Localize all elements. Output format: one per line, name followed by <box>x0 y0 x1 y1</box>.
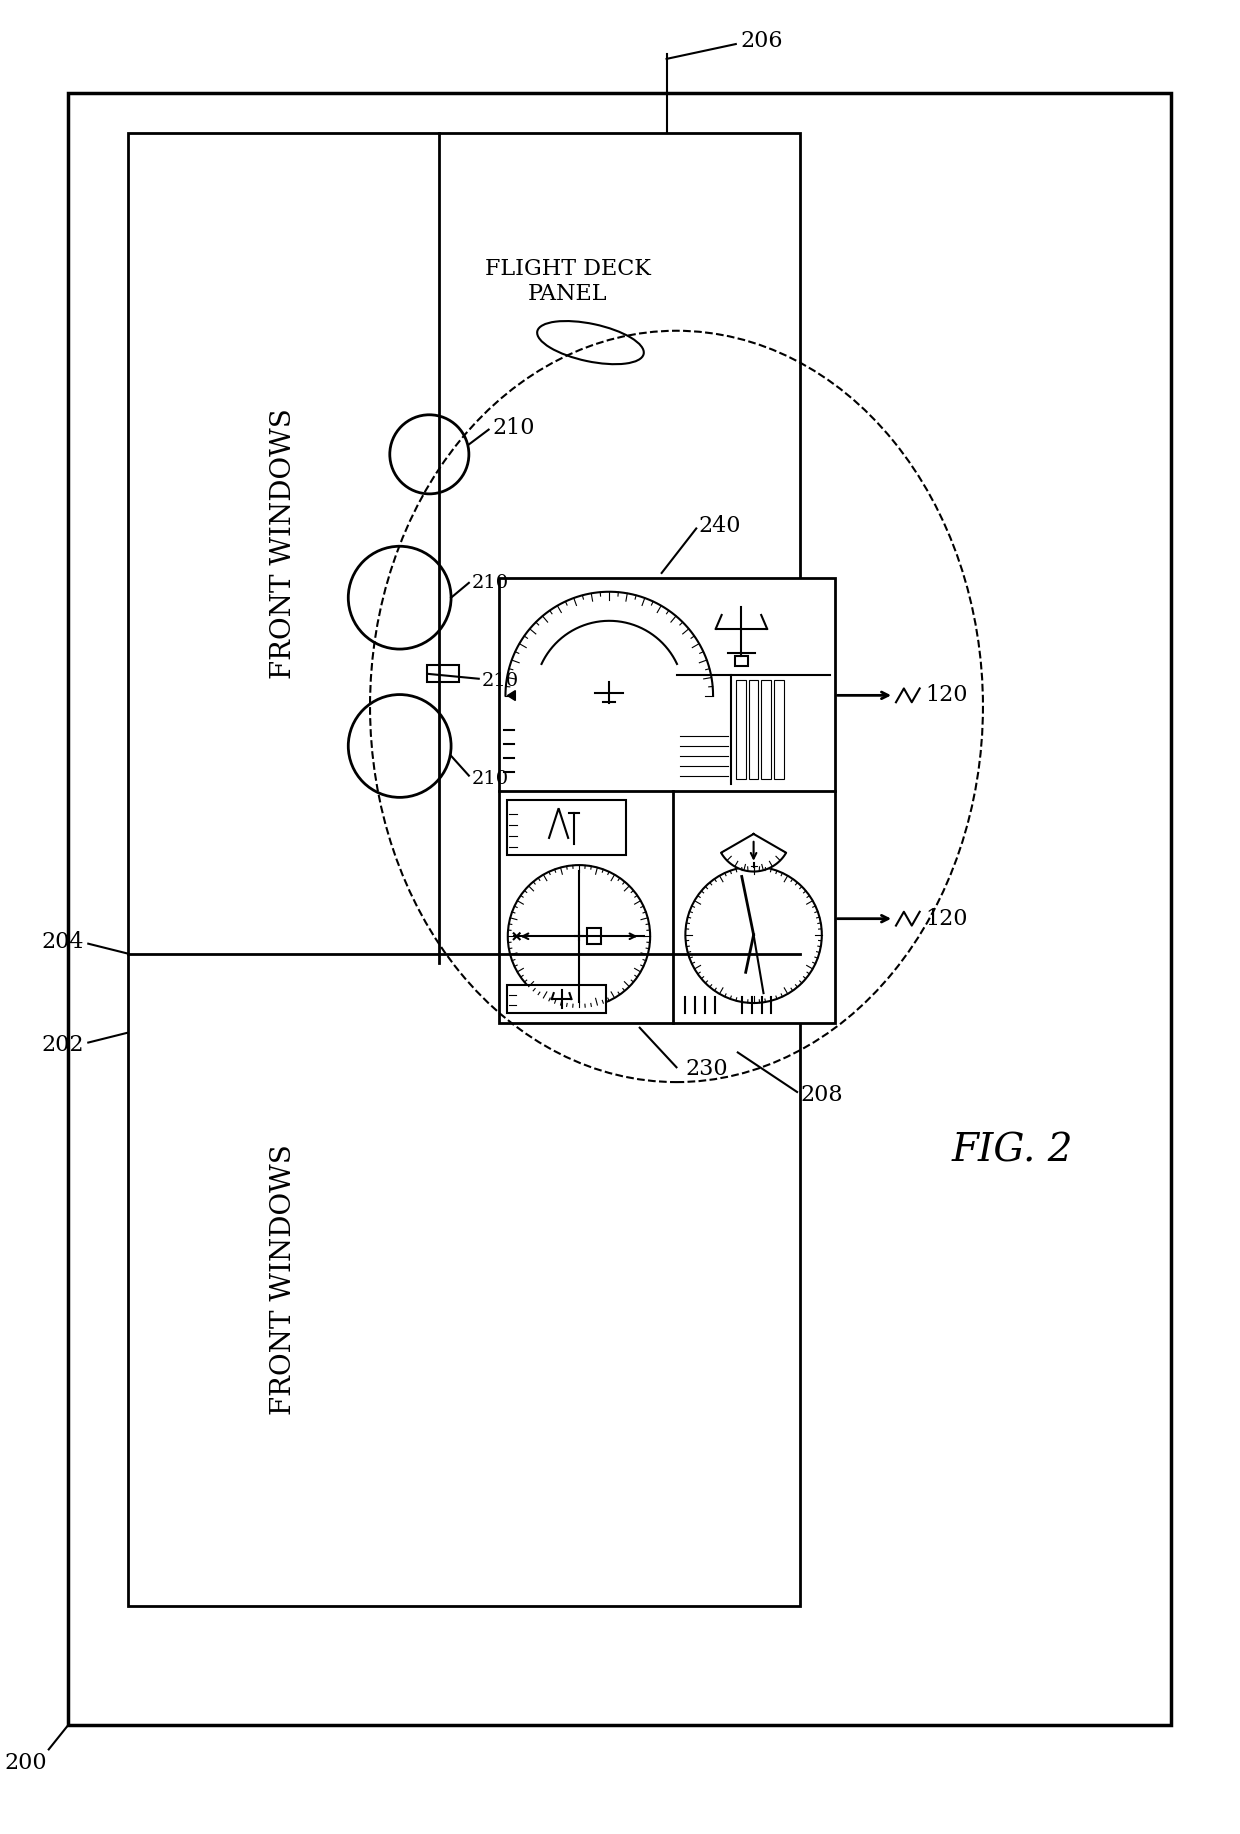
Text: 120: 120 <box>925 908 968 930</box>
Text: 120: 120 <box>925 684 968 706</box>
Bar <box>128 134 800 1607</box>
Bar <box>428 666 459 682</box>
Text: FIG. 2: FIG. 2 <box>952 1133 1074 1170</box>
Bar <box>507 985 606 1012</box>
Bar <box>68 94 1171 1724</box>
Text: 202: 202 <box>42 1034 84 1056</box>
Text: 230: 230 <box>686 1058 728 1080</box>
Text: 208: 208 <box>800 1084 843 1106</box>
Text: 210: 210 <box>472 770 508 787</box>
Polygon shape <box>722 834 786 871</box>
Text: FLIGHT DECK
PANEL: FLIGHT DECK PANEL <box>485 257 651 304</box>
Bar <box>587 928 600 945</box>
Polygon shape <box>507 691 516 701</box>
Bar <box>774 680 784 779</box>
Bar <box>749 680 759 779</box>
Text: 200: 200 <box>4 1751 47 1773</box>
Text: 206: 206 <box>740 29 784 51</box>
Text: 240: 240 <box>698 515 740 537</box>
Text: 210: 210 <box>481 671 518 690</box>
Bar <box>734 657 749 666</box>
Bar <box>735 680 745 779</box>
Bar <box>507 800 626 855</box>
Bar <box>498 578 835 1023</box>
Bar <box>761 680 771 779</box>
Text: 204: 204 <box>42 930 84 952</box>
Text: FRONT WINDOWS: FRONT WINDOWS <box>270 1144 298 1416</box>
Text: 210: 210 <box>472 574 508 592</box>
Text: 210: 210 <box>492 416 536 438</box>
Text: FRONT WINDOWS: FRONT WINDOWS <box>270 407 298 679</box>
